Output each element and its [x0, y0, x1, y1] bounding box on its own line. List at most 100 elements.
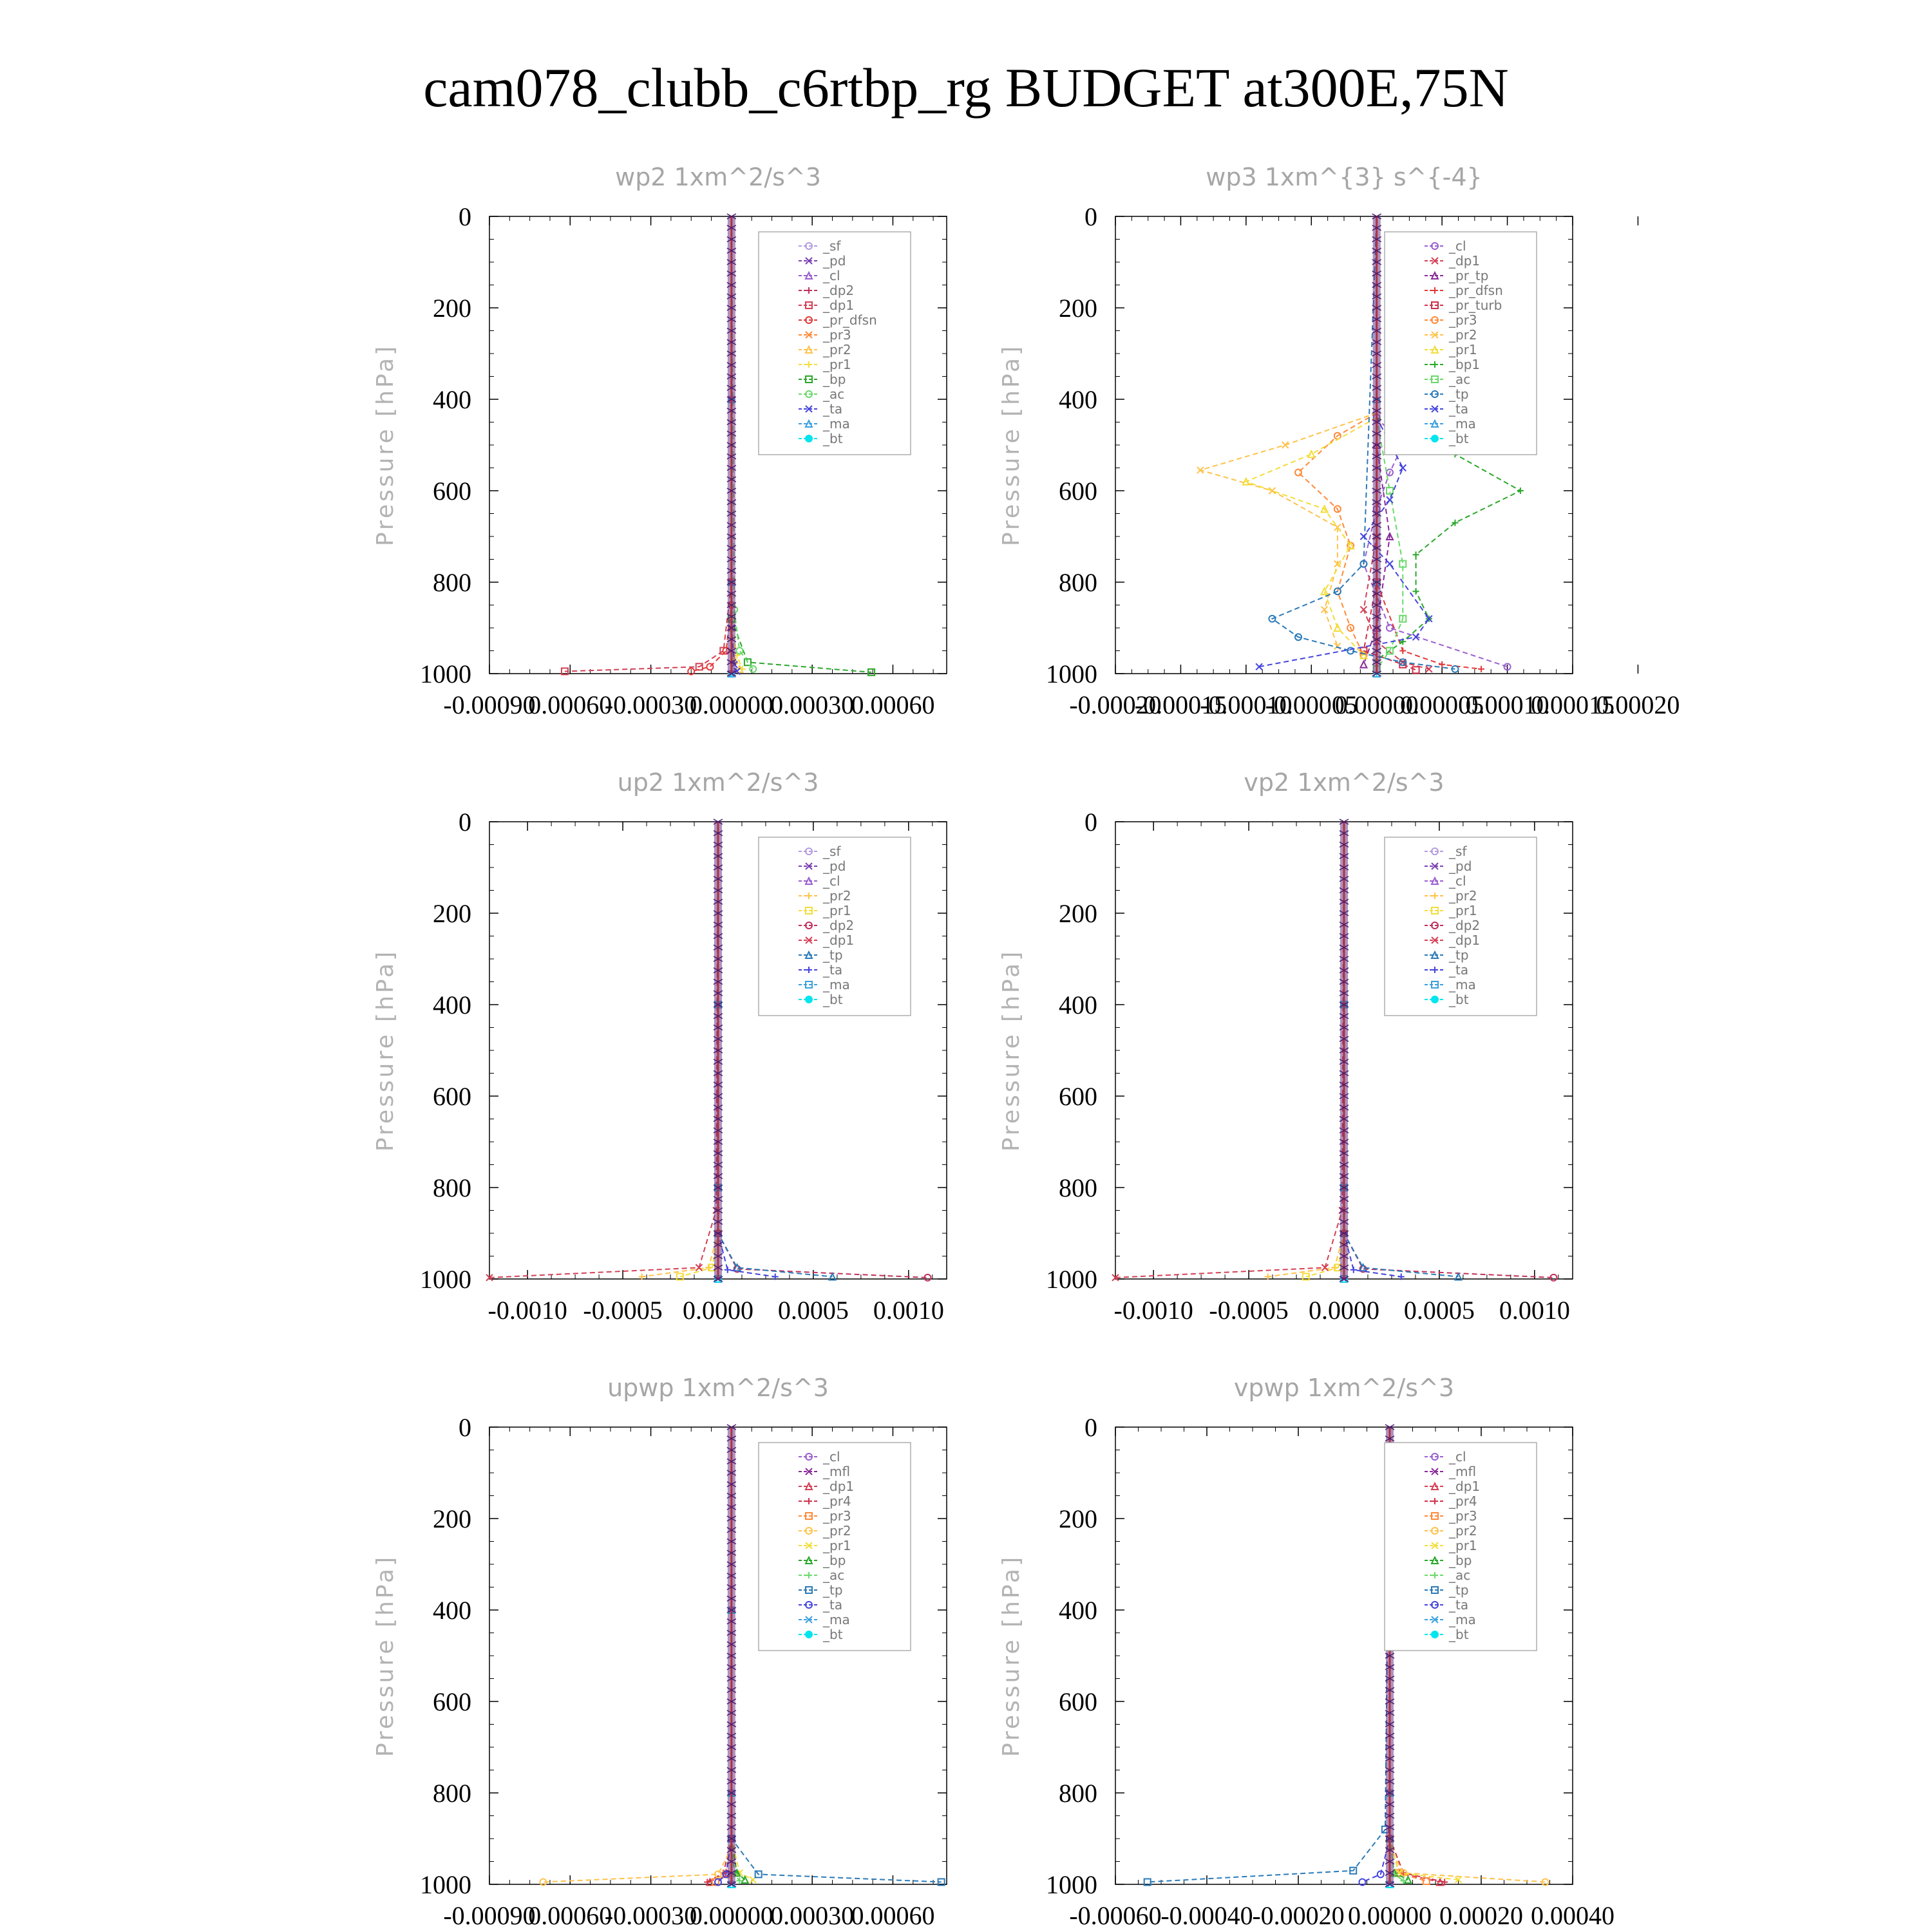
zero-line-marker — [726, 1870, 737, 1876]
y-tick-label: 400 — [1059, 990, 1097, 1019]
legend-marker — [804, 345, 813, 354]
zero-line-marker — [1385, 1756, 1395, 1762]
zero-line-marker — [1339, 1242, 1349, 1248]
zero-line-marker — [1372, 408, 1382, 414]
legend-label: _tp — [822, 947, 843, 963]
zero-line-marker — [1385, 1653, 1395, 1659]
series-point-pr2 — [1268, 487, 1276, 495]
zero-line-marker — [726, 1744, 737, 1750]
figure-title: cam078_clubb_c6rtbp_rg BUDGET at300E,75N — [423, 57, 1509, 118]
zero-line-marker — [726, 384, 737, 391]
zero-line-marker — [1339, 830, 1349, 837]
legend-box — [1384, 1442, 1537, 1651]
legend-marker — [805, 1586, 813, 1594]
zero-line-marker — [726, 1435, 737, 1442]
series-point-bp — [1403, 1875, 1413, 1884]
zero-line-marker — [726, 1664, 737, 1671]
legend-label: _pr2 — [1448, 1523, 1477, 1539]
legend-marker — [1431, 907, 1439, 914]
zero-line-marker — [726, 350, 737, 357]
legend-marker — [804, 419, 813, 428]
y-tick-label: 800 — [1059, 1173, 1097, 1202]
zero-line-marker — [1372, 247, 1382, 254]
series-point-dp1 — [1321, 1264, 1329, 1271]
legend-label: _pr1 — [1448, 903, 1477, 918]
y-tick-label: 600 — [1059, 1687, 1097, 1716]
legend-marker — [1431, 435, 1439, 442]
legend-label: _tp — [1448, 1582, 1469, 1598]
zero-line-marker — [713, 944, 723, 951]
y-tick-label: 0 — [1084, 202, 1097, 231]
x-tick-label: -0.00040 — [1160, 1901, 1253, 1930]
series-point-pr-turb — [1412, 666, 1420, 674]
zero-line-marker — [1385, 1766, 1395, 1774]
zero-line-marker — [1372, 670, 1382, 677]
zero-line-marker — [726, 533, 737, 540]
x-tick-label: -0.00090 — [443, 1901, 535, 1930]
zero-line-marker — [713, 1036, 723, 1042]
zero-line-marker — [1372, 464, 1382, 471]
zero-line-marker — [713, 1047, 723, 1054]
zero-line-marker — [1339, 956, 1349, 962]
zero-line-marker — [726, 1881, 737, 1888]
legend-marker — [804, 1481, 813, 1490]
zero-line-marker — [726, 1504, 737, 1510]
zero-line-marker — [1372, 339, 1382, 345]
legend-label: _mfl — [1448, 1464, 1476, 1479]
legend-marker — [805, 1601, 813, 1609]
series-line-dp1 — [1363, 216, 1430, 670]
series-point-pr-dfsn — [706, 663, 714, 671]
zero-line-marker — [1372, 305, 1382, 311]
series-point-pr1 — [739, 665, 746, 672]
zero-line-marker — [726, 625, 737, 631]
series-point-ac — [1399, 560, 1407, 568]
series-point-tp — [1454, 1272, 1463, 1281]
zero-line-marker — [713, 1207, 723, 1214]
x-tick-label: 0.0010 — [1499, 1296, 1570, 1325]
y-tick-label: 1000 — [420, 1870, 471, 1899]
y-tick-label: 800 — [433, 1779, 471, 1808]
x-tick-label: 0.0000 — [1309, 1296, 1379, 1325]
zero-line-marker — [1385, 1732, 1395, 1739]
legend-marker — [1430, 1555, 1439, 1564]
series-point-pr3 — [711, 1878, 719, 1886]
zero-line-marker — [1385, 1835, 1395, 1842]
legend-marker — [806, 967, 812, 973]
series-point-tp — [1359, 560, 1368, 568]
series-point-tp — [1349, 1866, 1358, 1875]
series-point-dp1 — [1112, 1274, 1119, 1282]
legend-label: _ta — [1448, 1597, 1468, 1613]
y-tick-label: 600 — [433, 477, 471, 506]
zero-line-marker — [713, 1150, 723, 1157]
zero-line-marker — [726, 1573, 737, 1579]
panel-3: up2 1xm^2/s^3 Pressure [hPa] 0 200 400 600 800… — [372, 768, 947, 1325]
legend-marker — [805, 996, 813, 1003]
legend-marker — [805, 316, 813, 324]
zero-line-marker — [1372, 270, 1382, 277]
legend-box — [758, 231, 911, 455]
legend-label: _cl — [1448, 238, 1466, 254]
zero-line-marker — [1339, 898, 1349, 905]
zero-line-marker — [726, 1721, 737, 1728]
zero-line-marker — [1385, 1881, 1395, 1888]
y-tick-label: 800 — [1059, 568, 1097, 597]
y-tick-label: 400 — [433, 990, 471, 1019]
legend-marker — [1431, 848, 1439, 855]
zero-line-marker — [1372, 419, 1382, 426]
zero-line-marker — [1339, 841, 1349, 848]
zero-line-marker — [726, 613, 737, 620]
zero-line-marker — [1385, 1698, 1395, 1705]
series-line-pr3 — [1297, 412, 1378, 656]
series-point-ta — [1358, 1878, 1367, 1886]
zero-line-marker — [1385, 1812, 1395, 1819]
legend-marker — [805, 331, 813, 339]
legend-marker — [1431, 1586, 1439, 1594]
series-line-cl — [1363, 216, 1508, 668]
zero-line-marker — [1385, 1778, 1395, 1785]
x-tick-label: -0.00030 — [605, 1901, 697, 1930]
panel-title: vp2 1xm^2/s^3 — [1244, 768, 1444, 797]
legend-label: _pr1 — [822, 357, 851, 372]
zero-line-marker — [1372, 510, 1382, 517]
zero-line-marker — [1339, 1253, 1349, 1260]
